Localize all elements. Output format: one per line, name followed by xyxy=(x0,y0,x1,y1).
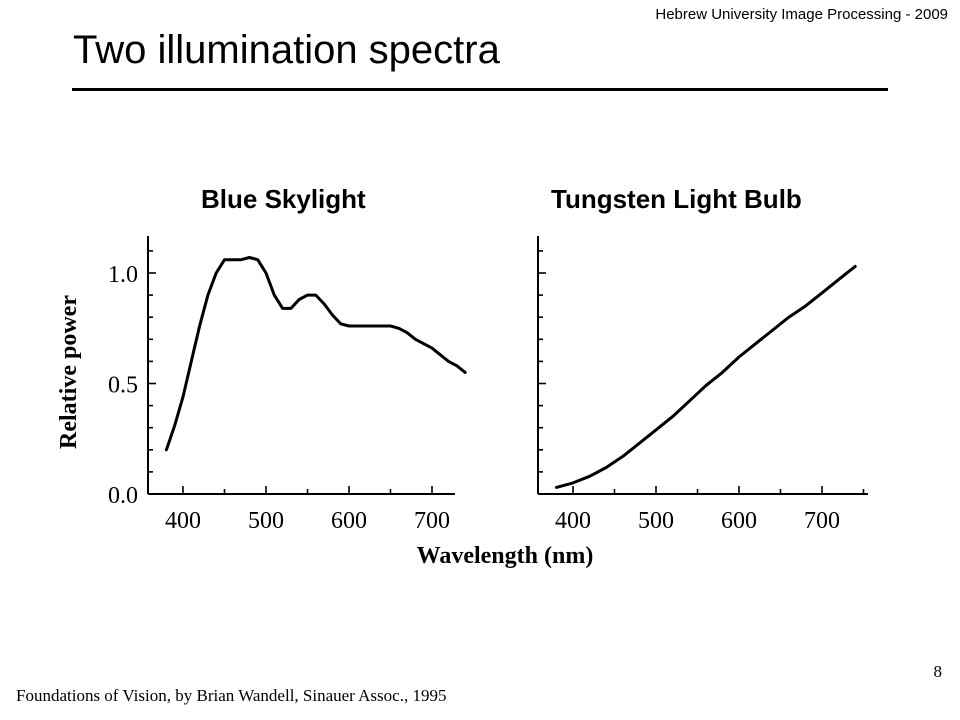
slide-number: 8 xyxy=(933,662,943,681)
y-tick-label-blue-skylight: 0.5 xyxy=(108,373,138,399)
x-tick-label-blue-skylight: 400 xyxy=(165,508,201,534)
series-line-blue-skylight xyxy=(164,256,467,452)
x-tick-label-tungsten: 400 xyxy=(555,508,591,534)
title-underline xyxy=(72,88,888,91)
x-tick-label-tungsten: 700 xyxy=(804,508,840,534)
y-tick-label-blue-skylight: 0.0 xyxy=(108,483,138,509)
x-tick-label-blue-skylight: 500 xyxy=(248,508,284,534)
x-tick-label-tungsten: 500 xyxy=(638,508,674,534)
y-tick-label-blue-skylight: 1.0 xyxy=(108,262,138,288)
series-line-tungsten xyxy=(554,264,857,489)
citation-footer: Foundations of Vision, by Brian Wandell,… xyxy=(16,686,447,705)
course-header: Hebrew University Image Processing - 200… xyxy=(655,6,948,23)
y-axis-label: Relative power xyxy=(56,295,82,449)
chart-title-blue-skylight: Blue Skylight xyxy=(201,184,366,214)
x-tick-label-blue-skylight: 600 xyxy=(331,508,367,534)
slide-title: Two illumination spectra xyxy=(73,28,500,72)
x-axis-label: Wavelength (nm) xyxy=(417,543,594,569)
chart-title-tungsten: Tungsten Light Bulb xyxy=(551,184,802,214)
x-tick-label-blue-skylight: 700 xyxy=(414,508,450,534)
x-tick-label-tungsten: 600 xyxy=(721,508,757,534)
